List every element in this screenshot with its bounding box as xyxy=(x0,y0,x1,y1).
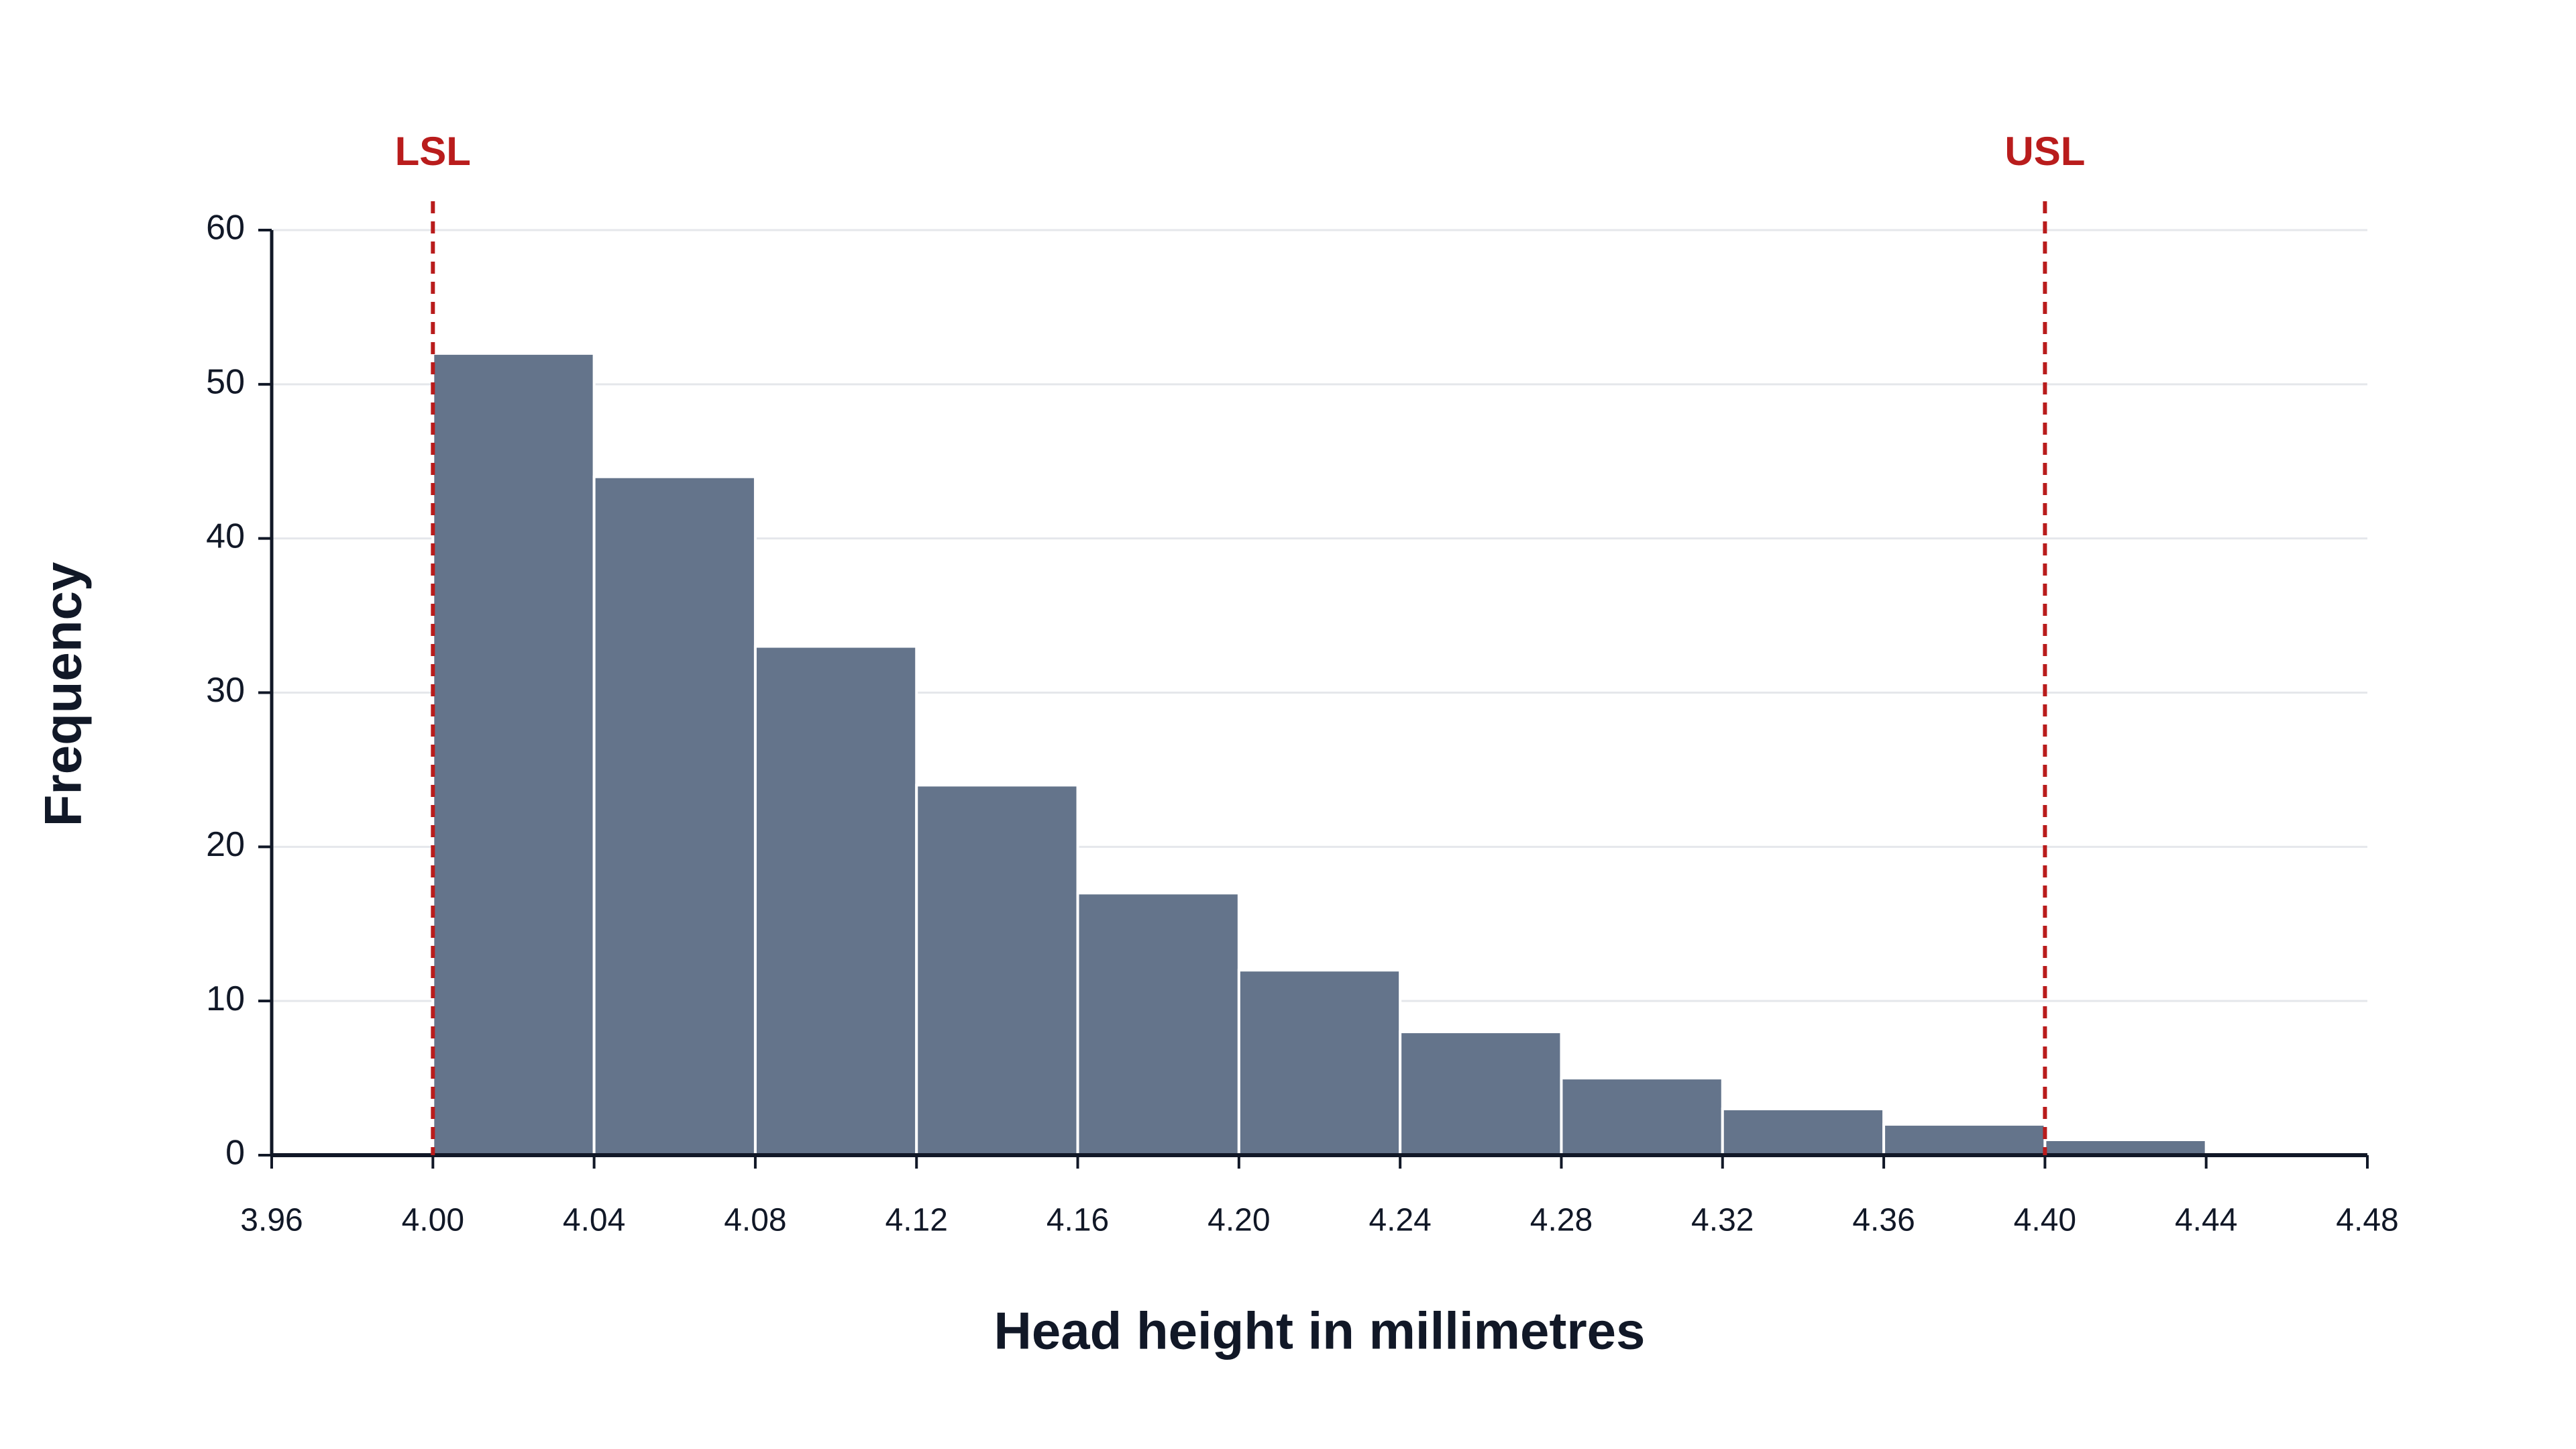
x-tick-label: 4.28 xyxy=(1530,1203,1593,1238)
x-axis-title: Head height in millimetres xyxy=(994,1301,1646,1360)
bar xyxy=(1399,1030,1563,1157)
x-tick-label: 4.20 xyxy=(1208,1203,1270,1238)
x-tick-label: 4.12 xyxy=(885,1203,948,1238)
x-tick-label: 4.08 xyxy=(724,1203,786,1238)
bar xyxy=(1237,969,1402,1157)
x-tick-label: 4.48 xyxy=(2336,1203,2398,1238)
bar xyxy=(753,645,918,1157)
x-tick-label: 3.96 xyxy=(240,1203,303,1238)
x-tick-label: 4.04 xyxy=(563,1203,625,1238)
y-tick-label: 60 xyxy=(206,209,245,248)
y-tick-label: 40 xyxy=(206,517,245,555)
bar xyxy=(1721,1108,1886,1157)
bar xyxy=(1560,1077,1724,1157)
bar xyxy=(2043,1138,2208,1157)
bar xyxy=(915,784,1079,1157)
y-tick-label: 10 xyxy=(206,979,245,1018)
y-tick-label: 30 xyxy=(206,671,245,710)
x-tick-label: 4.24 xyxy=(1368,1203,1431,1238)
bar xyxy=(1882,1123,2047,1157)
bar xyxy=(431,352,596,1157)
x-tick-label: 4.36 xyxy=(1852,1203,1915,1238)
spec-limit-label: USL xyxy=(2004,129,2085,174)
spec-limit-label: LSL xyxy=(395,129,471,174)
bar xyxy=(1076,892,1240,1157)
bar xyxy=(592,475,757,1157)
y-tick-label: 20 xyxy=(206,825,245,864)
x-tick-label: 4.44 xyxy=(2175,1203,2237,1238)
x-tick-label: 4.16 xyxy=(1046,1203,1109,1238)
y-tick-label: 50 xyxy=(206,363,245,402)
x-tick-label: 4.32 xyxy=(1691,1203,1754,1238)
y-tick-label: 0 xyxy=(225,1134,245,1173)
y-axis-title: Frequency xyxy=(34,562,93,826)
x-tick-label: 4.00 xyxy=(402,1203,464,1238)
x-tick-label: 4.40 xyxy=(2014,1203,2076,1238)
